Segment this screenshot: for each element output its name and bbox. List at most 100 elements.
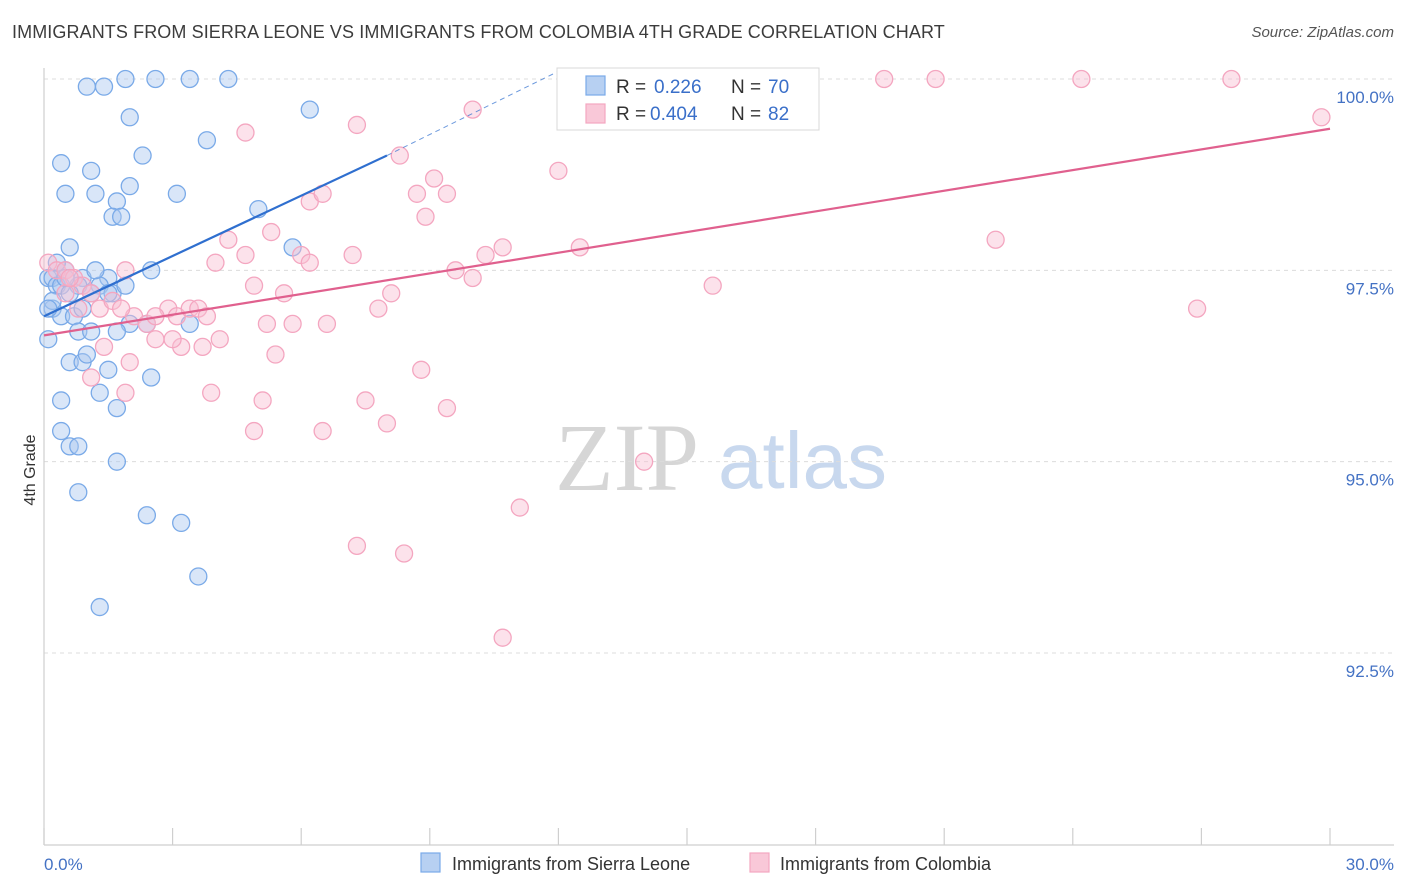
colombia-point-24 — [257, 314, 277, 334]
colombia-point-57 — [1187, 299, 1207, 318]
colombia-point-23 — [244, 276, 264, 295]
series-legend: Immigrants from Sierra Leone Immigrants … — [420, 852, 992, 874]
colombia-point-54 — [1222, 69, 1241, 89]
colombia-point-20 — [206, 253, 225, 272]
colombia-point-67 — [437, 398, 457, 418]
watermark-atlas: atlas — [718, 416, 887, 505]
colombia-point-38 — [463, 268, 482, 288]
colombia-point-72 — [347, 536, 367, 556]
sierra-leone-point-54 — [51, 421, 71, 441]
sierra-leone-point-51 — [90, 383, 109, 402]
axes — [43, 68, 1394, 846]
colombia-point-21 — [219, 230, 238, 249]
sierra-leone-point-59 — [137, 506, 157, 525]
legend-r-label-0: R = — [616, 77, 646, 98]
legend-r-value-0: 0.226 — [654, 77, 702, 98]
stats-legend: R = 0.226 N = 70 R = 0.404 N = 82 — [556, 67, 820, 131]
colombia-point-76 — [634, 452, 654, 471]
colombia-point-25 — [274, 284, 294, 303]
colombia-point-19 — [197, 307, 217, 326]
legend-swatch-sierra-leone — [585, 75, 606, 96]
sierra-leone-point-49 — [99, 360, 118, 379]
colombia-point-39 — [476, 245, 495, 265]
colombia-point-60 — [202, 383, 221, 402]
colombia-point-73 — [394, 544, 414, 563]
colombia-point-9 — [56, 284, 75, 303]
colombia-point-64 — [356, 391, 375, 410]
colombia-point-70 — [193, 337, 212, 357]
colombia-point-62 — [244, 421, 264, 441]
sierra-leone-point-56 — [69, 437, 88, 456]
colombia-point-29 — [317, 314, 337, 334]
sierra-leone-point-60 — [172, 513, 191, 533]
sierra-leone-point-4 — [180, 69, 199, 89]
watermark-zip: ZIP — [555, 404, 699, 511]
source-label: Source: ZipAtlas.com — [1251, 24, 1394, 41]
sierra-leone-point-14 — [56, 184, 75, 203]
colombia-point-14 — [146, 330, 165, 349]
sierra-leone-point-15 — [167, 184, 187, 203]
sierra-leone-point-11 — [82, 161, 101, 180]
colombia-point-26 — [283, 314, 302, 334]
sierra-leone-point-5 — [219, 69, 238, 89]
legend-n-label-0: N = — [731, 77, 761, 98]
colombia-point-66 — [412, 360, 431, 379]
colombia-point-30 — [343, 245, 362, 265]
series-colombia-points — [39, 69, 1331, 647]
sierra-leone-point-46 — [60, 353, 79, 372]
colombia-point-34 — [416, 207, 435, 226]
colombia-point-35 — [424, 169, 444, 188]
sierra-leone-point-52 — [107, 398, 127, 418]
y-tick-label-2: 95.0% — [1346, 471, 1394, 490]
colombia-point-40 — [493, 238, 512, 257]
colombia-point-41 — [236, 123, 255, 142]
colombia-point-56 — [986, 230, 1005, 249]
colombia-point-65 — [377, 414, 397, 433]
bottom-legend-label-sierra-leone: Immigrants from Sierra Leone — [452, 854, 690, 874]
trend-lines — [43, 70, 1331, 337]
x-tick-min: 0.0% — [44, 855, 83, 874]
colombia-point-63 — [313, 421, 332, 441]
sierra-leone-point-12 — [120, 176, 139, 196]
sierra-leone-trend-extension — [386, 70, 559, 156]
sierra-leone-point-48 — [77, 345, 97, 364]
legend-n-value-1: 82 — [768, 104, 789, 125]
colombia-point-48 — [549, 161, 568, 180]
colombia-point-50 — [703, 276, 722, 295]
colombia-point-74 — [510, 498, 529, 517]
y-tick-label-3: 92.5% — [1346, 662, 1394, 681]
colombia-point-33 — [407, 184, 427, 203]
sierra-leone-point-2 — [116, 69, 135, 89]
bottom-legend-swatch-colombia — [749, 852, 770, 873]
colombia-point-68 — [120, 353, 139, 372]
legend-r-label-1: R = — [616, 104, 646, 125]
colombia-point-31 — [369, 299, 388, 318]
sierra-leone-point-69 — [86, 261, 105, 280]
sierra-leone-point-1 — [94, 77, 114, 96]
sierra-leone-point-61 — [189, 567, 208, 586]
chart-title: IMMIGRANTS FROM SIERRA LEONE VS IMMIGRAN… — [12, 22, 945, 42]
legend-r-value-1: 0.404 — [650, 104, 698, 125]
colombia-point-53 — [1072, 69, 1091, 89]
sierra-leone-point-20 — [60, 238, 79, 257]
colombia-point-79 — [163, 330, 182, 349]
colombia-point-32 — [382, 284, 401, 303]
colombia-point-80 — [112, 299, 131, 318]
colombia-point-28 — [300, 253, 319, 272]
colombia-trend-line — [43, 127, 1331, 337]
colombia-point-51 — [875, 69, 894, 89]
colombia-point-22 — [236, 245, 255, 265]
bottom-legend-label-colombia: Immigrants from Colombia — [780, 854, 992, 874]
colombia-point-47 — [463, 100, 482, 119]
legend-n-label-1: N = — [731, 104, 761, 125]
sierra-leone-point-8 — [133, 146, 152, 165]
sierra-leone-point-53 — [51, 391, 71, 410]
y-tick-label-1: 97.5% — [1346, 279, 1394, 298]
sierra-leone-point-50 — [142, 368, 161, 387]
x-tick-max: 30.0% — [1346, 855, 1394, 874]
colombia-point-36 — [437, 184, 457, 203]
colombia-point-81 — [60, 268, 79, 288]
colombia-point-52 — [926, 69, 945, 89]
colombia-point-75 — [493, 628, 512, 647]
